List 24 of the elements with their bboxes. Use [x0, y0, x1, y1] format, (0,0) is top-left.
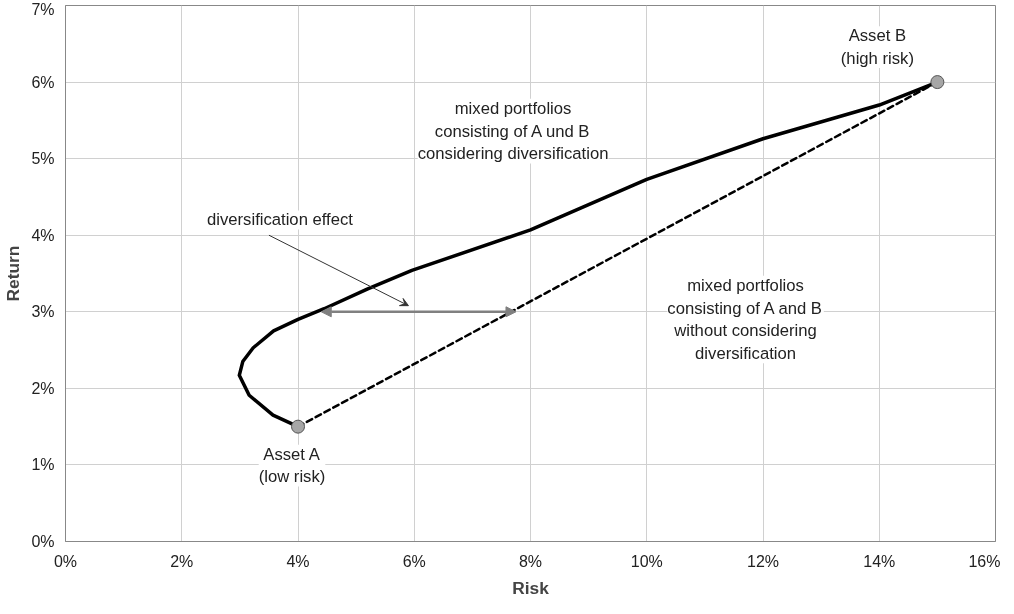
- x-tick-label: 16%: [968, 552, 1001, 570]
- y-tick-label: 7%: [31, 0, 55, 18]
- y-tick-label: 0%: [31, 533, 55, 550]
- x-tick-label: 12%: [746, 552, 780, 570]
- x-tick-label: 10%: [630, 552, 663, 570]
- x-tick-label: 14%: [863, 552, 896, 570]
- x-tick-label: 4%: [286, 552, 310, 570]
- x-tick-label: 8%: [518, 552, 543, 570]
- annotation: diversification effect: [207, 210, 354, 230]
- x-tick-label: 2%: [170, 552, 194, 570]
- annotation: Asset A (low risk): [258, 444, 326, 487]
- annotation: mixed portfolios consisting of A und B considering diversification: [417, 98, 609, 164]
- x-axis-title: Risk: [512, 577, 550, 598]
- y-tick-label: 6%: [31, 73, 55, 91]
- annotation: Asset B (high risk): [840, 26, 914, 69]
- y-tick-label: 5%: [31, 150, 55, 168]
- y-tick-label: 3%: [31, 303, 55, 321]
- annotation: mixed portfolios consisting of A and B without considering diversification: [667, 275, 822, 364]
- y-tick-label: 4%: [31, 226, 55, 244]
- y-tick-label: 2%: [31, 379, 55, 397]
- x-tick-label: 0%: [53, 552, 78, 570]
- x-tick-label: 6%: [402, 552, 426, 570]
- y-axis-title: Return: [3, 245, 24, 302]
- y-tick-label: 1%: [31, 456, 55, 474]
